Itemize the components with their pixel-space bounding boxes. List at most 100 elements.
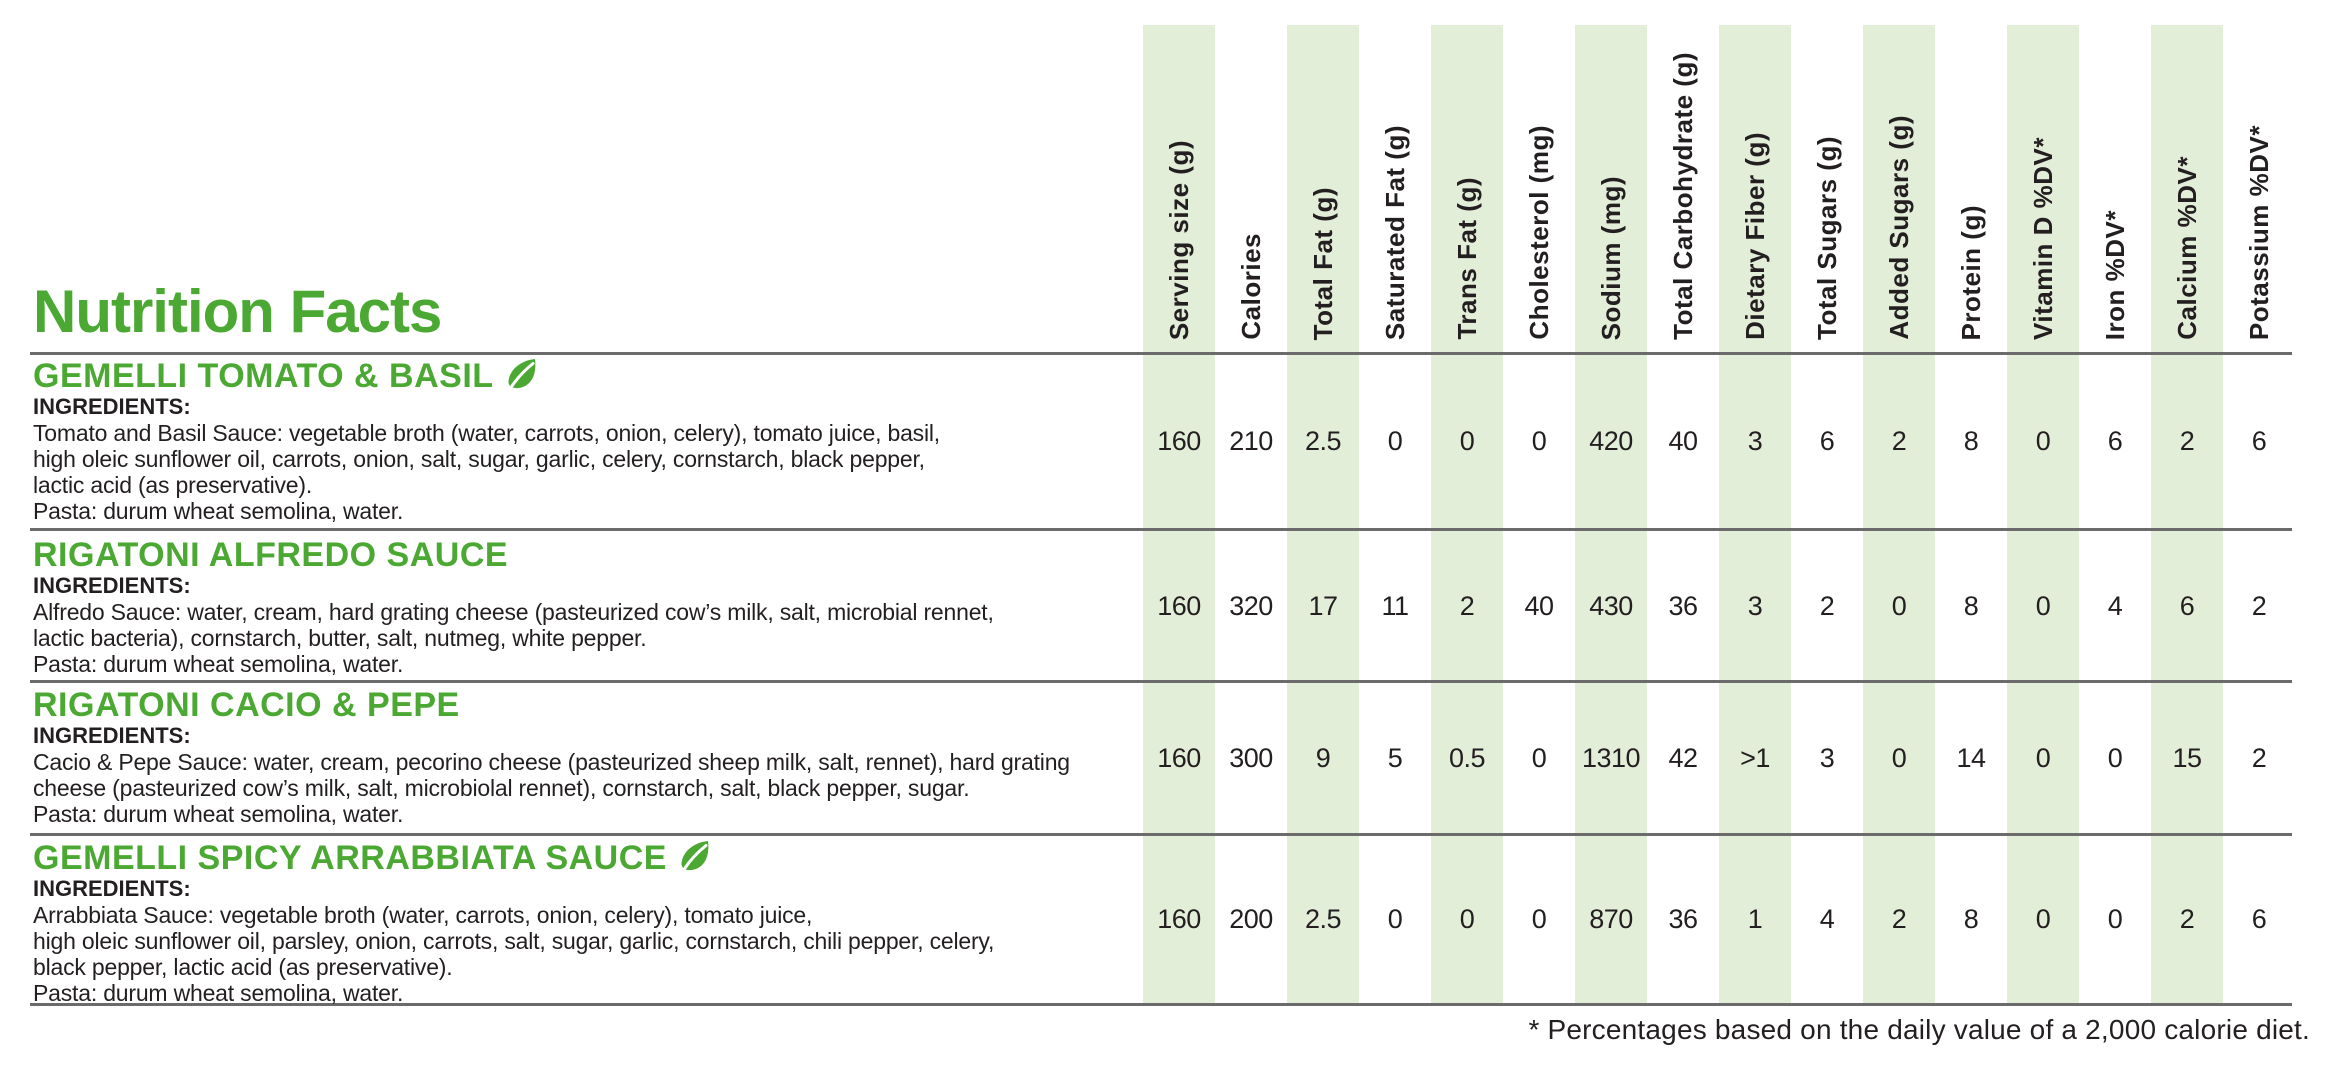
nutrition-value: 40 <box>1668 425 1698 456</box>
nutrition-value: 870 <box>1589 904 1633 934</box>
product-row-gemelli-spicy-arrabbiata: GEMELLI SPICY ARRABBIATA SAUCE INGREDIEN… <box>0 836 2337 1006</box>
column-header-label: Calcium %DV* <box>2171 156 2202 340</box>
column-header-label: Cholesterol (mg) <box>1523 125 1554 340</box>
nutrition-value: 0 <box>1387 425 1403 456</box>
row-divider <box>30 833 2292 836</box>
nutrition-value: 3 <box>1819 742 1835 773</box>
footnote: * Percentages based on the daily value o… <box>1528 1014 2310 1045</box>
column-band <box>2151 25 2223 1003</box>
nutrition-value: 11 <box>1381 591 1409 621</box>
column-header-label: Protein (g) <box>1955 204 1986 341</box>
nutrition-value: 160 <box>1157 904 1201 934</box>
column-band <box>1719 25 1791 1003</box>
column-header-label: Vitamin D %DV* <box>2027 136 2058 340</box>
nutrition-value: 0 <box>2035 904 2051 934</box>
ingredients-text: Alfredo Sauce: water, cream, hard gratin… <box>33 599 994 677</box>
nutrition-value: 2 <box>1819 591 1835 621</box>
nutrition-value: 0 <box>1531 425 1547 456</box>
nutrition-value: 0 <box>2035 591 2051 621</box>
column-header-label: Calories <box>1235 233 1266 340</box>
product-name-text: RIGATONI ALFREDO SAUCE <box>33 536 509 574</box>
product-name: GEMELLI TOMATO & BASIL <box>33 358 1118 394</box>
column-header-label: Dietary Fiber (g) <box>1739 132 1770 340</box>
column-header-label: Added Sugars (g) <box>1883 115 1914 340</box>
ingredients-label: INGREDIENTS: <box>33 394 191 419</box>
column-header: Protein (g) <box>1935 0 2007 352</box>
product-name: GEMELLI SPICY ARRABBIATA SAUCE <box>33 840 1118 876</box>
nutrition-value: >1 <box>1740 742 1770 773</box>
nutrition-value: 6 <box>2107 425 2123 456</box>
column-header: Dietary Fiber (g) <box>1719 0 1791 352</box>
row-divider <box>30 528 2292 531</box>
column-header: Total Carbohydrate (g) <box>1647 0 1719 352</box>
column-header-label: Iron %DV* <box>2099 209 2130 340</box>
nutrition-value: 200 <box>1229 904 1273 934</box>
product-row-rigatoni-alfredo: RIGATONI ALFREDO SAUCE INGREDIENTS: Alfr… <box>0 533 2337 680</box>
nutrition-value: 1 <box>1747 904 1763 934</box>
product-name-text: GEMELLI TOMATO & BASIL <box>33 357 494 395</box>
ingredients-text: Cacio & Pepe Sauce: water, cream, pecori… <box>33 749 1070 827</box>
nutrition-value: 8 <box>1963 425 1979 456</box>
leaf-icon <box>508 359 535 389</box>
column-header: Added Sugars (g) <box>1863 0 1935 352</box>
nutrition-value: 5 <box>1387 742 1403 773</box>
column-band <box>1863 25 1935 1003</box>
nutrition-value: 40 <box>1524 591 1554 621</box>
column-header: Potassium %DV* <box>2223 0 2295 352</box>
ingredients-label: INGREDIENTS: <box>33 573 191 598</box>
nutrition-value: 0 <box>1531 904 1547 934</box>
column-header-label: Potassium %DV* <box>2243 124 2274 340</box>
column-header: Cholesterol (mg) <box>1503 0 1575 352</box>
nutrition-value: 8 <box>1963 591 1979 621</box>
nutrition-value: 6 <box>2251 425 2267 456</box>
nutrition-value: 160 <box>1157 591 1201 621</box>
nutrition-value: 420 <box>1589 425 1633 456</box>
column-header: Saturated Fat (g) <box>1359 0 1431 352</box>
column-header: Vitamin D %DV* <box>2007 0 2079 352</box>
nutrition-value: 300 <box>1229 742 1273 773</box>
column-header: Total Fat (g) <box>1287 0 1359 352</box>
column-band <box>1431 25 1503 1003</box>
nutrition-value: 160 <box>1157 742 1201 773</box>
column-header-label: Total Sugars (g) <box>1811 136 1842 340</box>
ingredients-label: INGREDIENTS: <box>33 723 191 748</box>
column-header-label: Total Fat (g) <box>1307 186 1338 340</box>
nutrition-value: 0 <box>1459 425 1475 456</box>
nutrition-value: 4 <box>2107 591 2123 621</box>
nutrition-value: 2 <box>2179 425 2195 456</box>
page-title: Nutrition Facts <box>33 278 442 345</box>
nutrition-value: 36 <box>1668 591 1698 621</box>
nutrition-value: 2 <box>1891 904 1907 934</box>
column-header-label: Trans Fat (g) <box>1451 177 1482 340</box>
nutrition-value: 2 <box>2179 904 2195 934</box>
nutrition-value: 160 <box>1157 425 1201 456</box>
nutrition-value: 0 <box>2107 742 2123 773</box>
ingredients-text: Arrabbiata Sauce: vegetable broth (water… <box>33 902 995 1006</box>
nutrition-value: 9 <box>1315 742 1331 773</box>
nutrition-value: 2 <box>2251 742 2267 773</box>
nutrition-value: 0 <box>2035 742 2051 773</box>
nutrition-value: 8 <box>1963 904 1979 934</box>
nutrition-value: 0 <box>2035 425 2051 456</box>
product-row-rigatoni-cacio-pepe: RIGATONI CACIO & PEPE INGREDIENTS: Cacio… <box>0 683 2337 833</box>
nutrition-value: 4 <box>1819 904 1835 934</box>
leaf-icon <box>681 841 709 871</box>
header-divider <box>30 352 2292 355</box>
column-band <box>1143 25 1215 1003</box>
nutrition-value: 14 <box>1956 742 1986 773</box>
column-header: Sodium (mg) <box>1575 0 1647 352</box>
nutrition-value: 36 <box>1668 904 1698 934</box>
column-header: Total Sugars (g) <box>1791 0 1863 352</box>
nutrition-value: 2.5 <box>1304 425 1342 456</box>
column-band <box>1287 25 1359 1003</box>
nutrition-value: 0 <box>1387 904 1403 934</box>
nutrition-value: 3 <box>1747 425 1763 456</box>
nutrition-value: 6 <box>1819 425 1835 456</box>
product-row-gemelli-tomato-basil: GEMELLI TOMATO & BASIL INGREDIENTS: Toma… <box>0 354 2337 528</box>
nutrition-value: 17 <box>1308 591 1338 621</box>
product-info: GEMELLI TOMATO & BASIL INGREDIENTS: Toma… <box>33 354 1118 524</box>
nutrition-value: 6 <box>2179 591 2195 621</box>
nutrition-value: 210 <box>1229 425 1273 456</box>
nutrition-value: 430 <box>1589 591 1633 621</box>
nutrition-value: 0 <box>1531 742 1547 773</box>
